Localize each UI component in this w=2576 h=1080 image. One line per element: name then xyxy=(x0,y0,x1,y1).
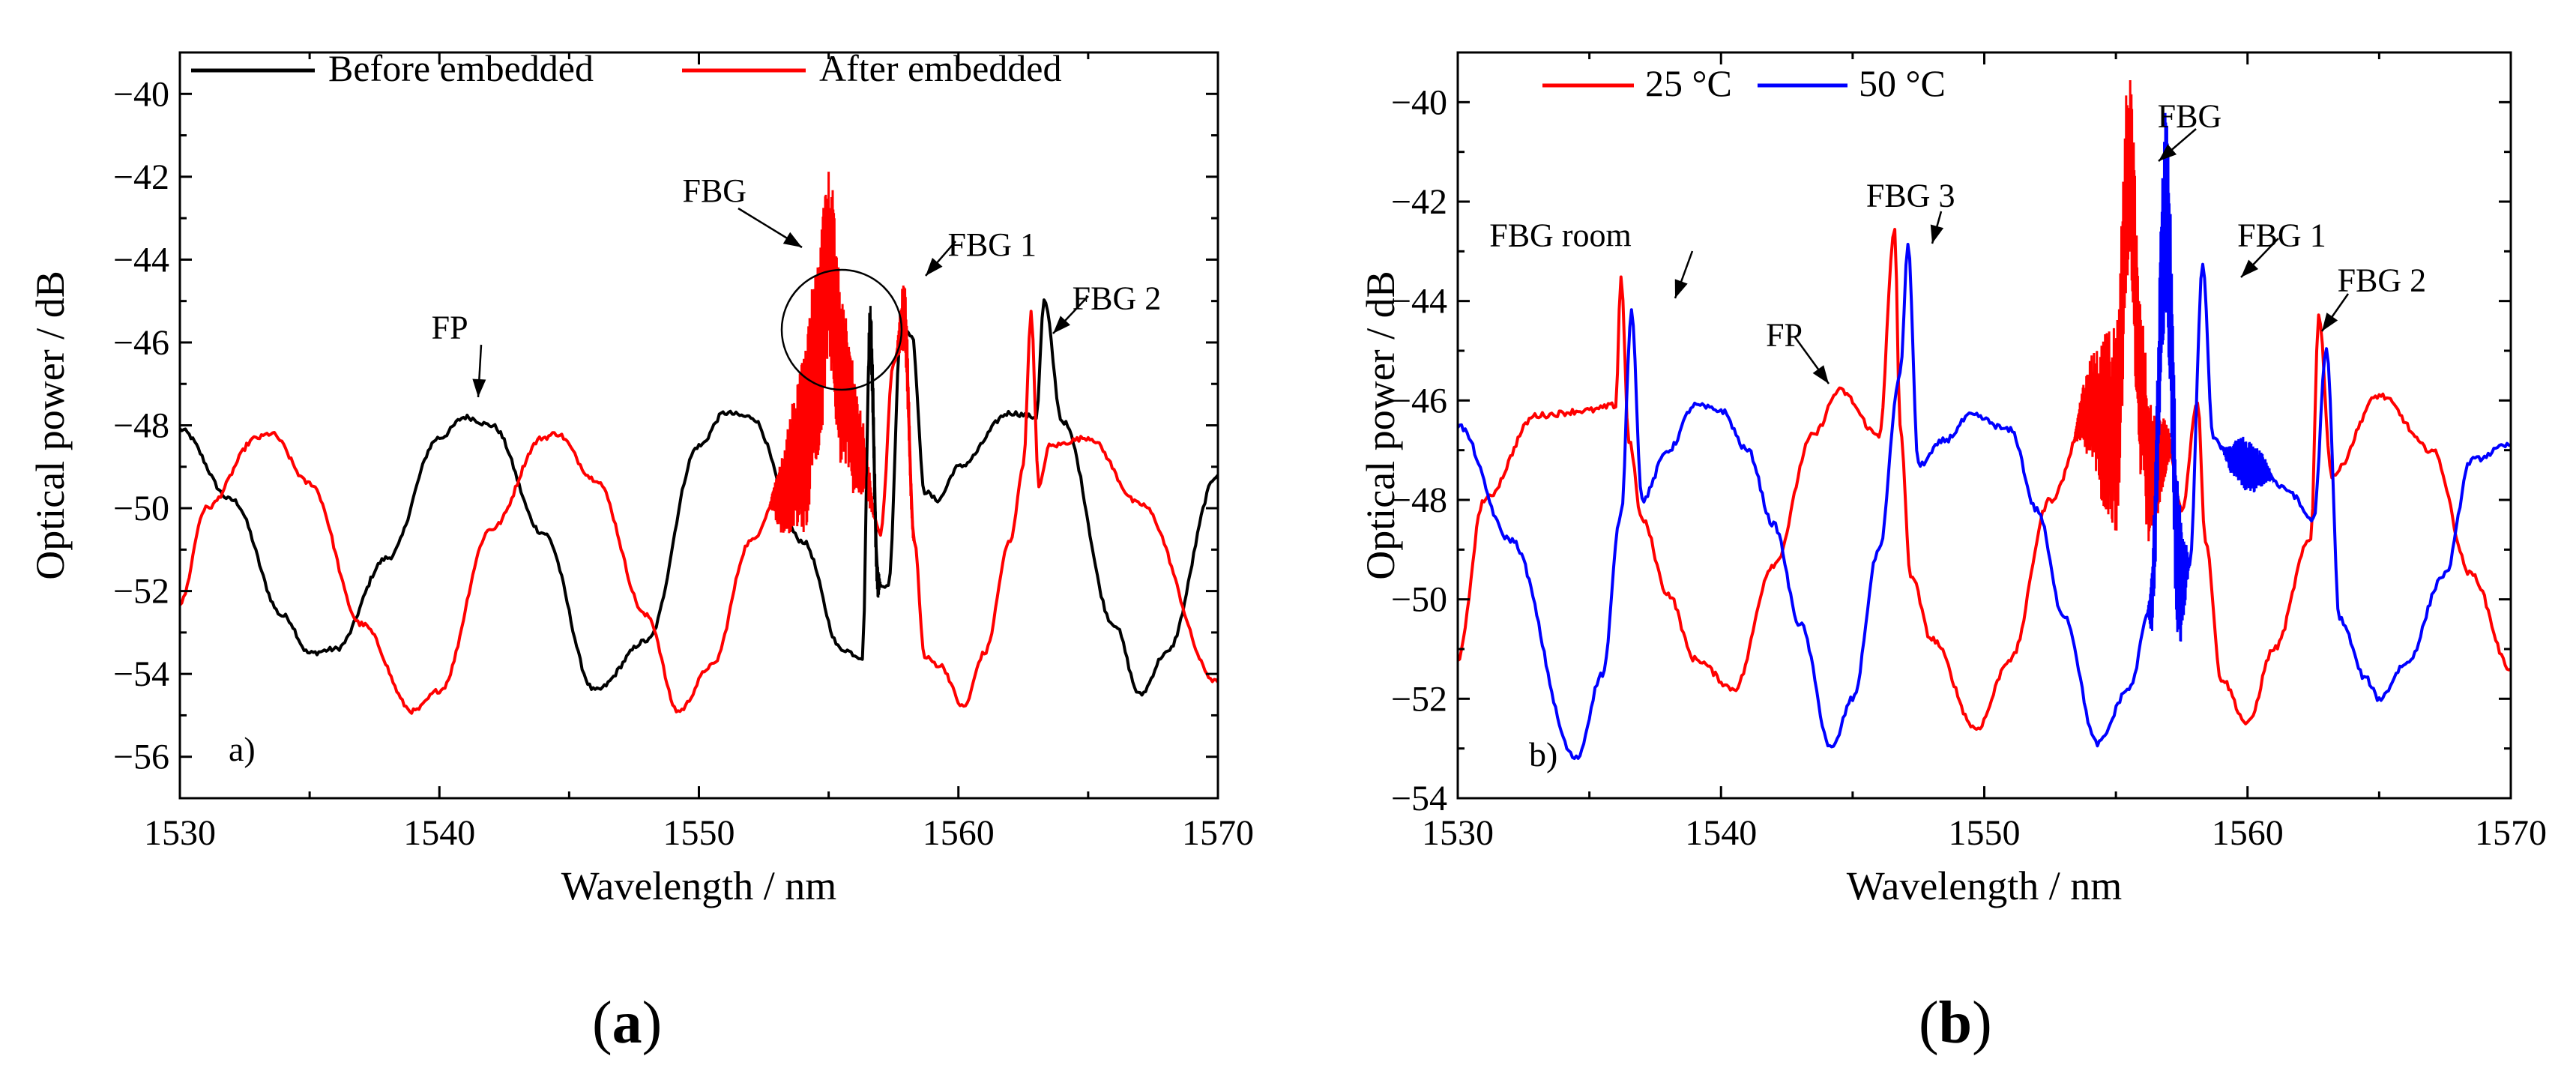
series-line-1 xyxy=(180,298,1218,697)
x-tick-label: 1560 xyxy=(923,813,995,853)
x-tick-label: 1560 xyxy=(2212,813,2284,853)
y-tick-label: −52 xyxy=(113,572,169,612)
annotation-arrowhead xyxy=(926,257,943,276)
legend-label-2: After embedded xyxy=(819,47,1061,89)
annotation-label: FBG 1 xyxy=(947,226,1037,263)
fbg-highlight-circle xyxy=(780,268,903,391)
annotation-arrowhead xyxy=(1930,224,1944,244)
chart-panel-b: 1530 1540 1550 1560 1570 −54 −52 −50 −48 −46 −44 −4… xyxy=(1358,51,2547,908)
y-axis-label: Optical power / dB xyxy=(1358,271,1403,579)
annotation-label: FBG room xyxy=(1489,217,1631,254)
y-tick-label: −54 xyxy=(1391,779,1447,818)
annotation-label: FP xyxy=(1766,316,1803,353)
y-axis-label: Optical power / dB xyxy=(28,271,73,579)
y-tick-label: −48 xyxy=(1391,480,1447,520)
annotation-arrowhead xyxy=(1812,365,1829,384)
y-tick-label: −48 xyxy=(113,406,169,446)
x-axis-label: Wavelength / nm xyxy=(1847,863,2123,908)
chart-panel-a: 1530 1540 1550 1560 1570 −56 −54 −52 −50 −48 −46 −4… xyxy=(28,47,1254,908)
annotation-arrowhead xyxy=(2322,313,2338,331)
x-tick-label: 1530 xyxy=(1422,813,1494,853)
series-line-2 xyxy=(1458,215,2511,760)
plot-frame xyxy=(178,51,1219,800)
y-tick-label: −46 xyxy=(1391,381,1447,420)
y-tick-label: −46 xyxy=(113,323,169,363)
annotation-label: FBG 3 xyxy=(1866,178,1955,214)
x-tick-label: 1540 xyxy=(403,813,475,853)
caption-b: (b) xyxy=(1919,990,1992,1056)
series-noise-2 xyxy=(2146,112,2191,642)
y-tick-label: −54 xyxy=(113,654,169,694)
legend-label-2: 50 °C xyxy=(1859,62,1946,104)
annotation-arrowhead xyxy=(2241,259,2259,277)
y-tick-label: −50 xyxy=(1391,580,1447,620)
series-noise-2 xyxy=(863,306,882,598)
x-tick-label: 1570 xyxy=(1182,813,1254,853)
annotation-label: FBG xyxy=(682,172,746,209)
y-tick-label: −52 xyxy=(1391,679,1447,719)
series-noise-3 xyxy=(2220,436,2275,492)
y-tick-label: −42 xyxy=(1391,182,1447,222)
caption-a: (a) xyxy=(592,990,663,1056)
annotation-label: FBG 2 xyxy=(2338,262,2427,298)
x-tick-label: 1550 xyxy=(663,813,735,853)
x-tick-label: 1530 xyxy=(144,813,216,853)
y-tick-label: −44 xyxy=(1391,282,1447,322)
series-line-1 xyxy=(1458,168,2511,731)
y-tick-label: −44 xyxy=(113,240,169,280)
caption-a-letter: a xyxy=(612,990,642,1056)
x-tick-label: 1540 xyxy=(1685,813,1757,853)
plot-frame xyxy=(1456,51,2512,800)
y-tick-label: −40 xyxy=(113,74,169,114)
caption-b-letter: b xyxy=(1938,990,1973,1056)
annotation-arrowhead xyxy=(1674,279,1688,298)
annotation-label: FBG xyxy=(2158,98,2222,135)
y-tick-label: −40 xyxy=(1391,82,1447,122)
annotation-arrowhead xyxy=(1053,316,1070,334)
panel-label: a) xyxy=(229,730,256,768)
y-tick-label: −50 xyxy=(113,489,169,528)
panel-label: b) xyxy=(1529,735,1557,773)
series-noise-3 xyxy=(895,285,916,543)
annotation-arrowhead xyxy=(472,378,486,397)
annotation-arrowhead xyxy=(782,232,802,247)
x-tick-label: 1570 xyxy=(2475,813,2547,853)
series-line-2 xyxy=(180,262,1218,715)
legend-label-1: Before embedded xyxy=(328,47,594,89)
annotation-arrowhead xyxy=(2159,144,2177,161)
annotation-label: FBG 1 xyxy=(2237,217,2326,254)
legend-label-1: 25 °C xyxy=(1645,62,1732,104)
x-axis-label: Wavelength / nm xyxy=(561,863,837,908)
annotation-label: FP xyxy=(432,309,468,346)
series-noise-1 xyxy=(767,172,877,534)
x-tick-label: 1550 xyxy=(1949,813,2021,853)
y-tick-label: −42 xyxy=(113,157,169,197)
y-tick-label: −56 xyxy=(113,737,169,777)
